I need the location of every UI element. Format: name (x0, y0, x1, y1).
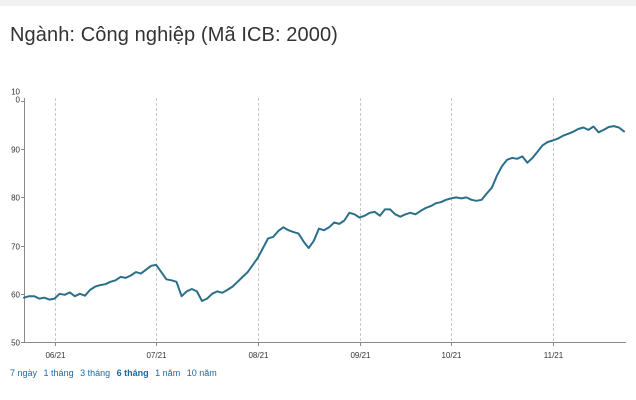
line-chart: 50 60 70 80 90 10 0 06/21 07/21 08/21 09/21 10/21 1… (11, 88, 626, 358)
y-tick-label: 50 (11, 339, 20, 348)
x-tick-label: 07/21 (146, 351, 167, 358)
series-group (23, 125, 625, 302)
y-tick-label: 60 (11, 291, 20, 300)
range-1-year[interactable]: 1 năm (155, 368, 181, 378)
x-tick-label: 11/21 (544, 351, 564, 358)
grid (55, 98, 554, 342)
range-3-months[interactable]: 3 tháng (80, 368, 111, 378)
range-6-months[interactable]: 6 tháng (116, 368, 149, 378)
top-bar (0, 0, 636, 6)
y-axis-ticks: 50 60 70 80 90 10 0 (11, 88, 24, 348)
x-tick-label: 09/21 (350, 351, 371, 358)
y-tick-label: 90 (11, 146, 20, 155)
range-10-years[interactable]: 10 năm (186, 368, 217, 378)
x-tick-label: 06/21 (45, 351, 66, 358)
page-title: Ngành: Công nghiệp (Mã ICB: 2000) (10, 24, 338, 46)
range-7-days[interactable]: 7 ngày (10, 368, 38, 378)
range-selector: 7 ngày 1 tháng 3 tháng 6 tháng 1 năm 10 … (10, 368, 221, 378)
range-1-month[interactable]: 1 tháng (43, 368, 74, 378)
x-axis-ticks: 06/21 07/21 08/21 09/21 10/21 11/21 (45, 342, 564, 358)
series-line (23, 125, 625, 302)
x-tick-label: 10/21 (441, 351, 462, 358)
y-tick-label: 70 (11, 243, 20, 252)
y-tick-label: 10 0 (11, 88, 20, 105)
axes (24, 98, 626, 343)
y-tick-label: 80 (11, 194, 20, 203)
x-tick-label: 08/21 (248, 351, 269, 358)
